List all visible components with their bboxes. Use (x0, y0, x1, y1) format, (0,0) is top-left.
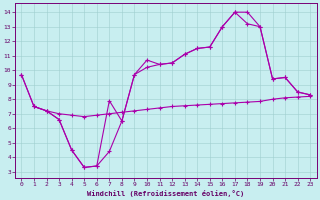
X-axis label: Windchill (Refroidissement éolien,°C): Windchill (Refroidissement éolien,°C) (87, 190, 244, 197)
